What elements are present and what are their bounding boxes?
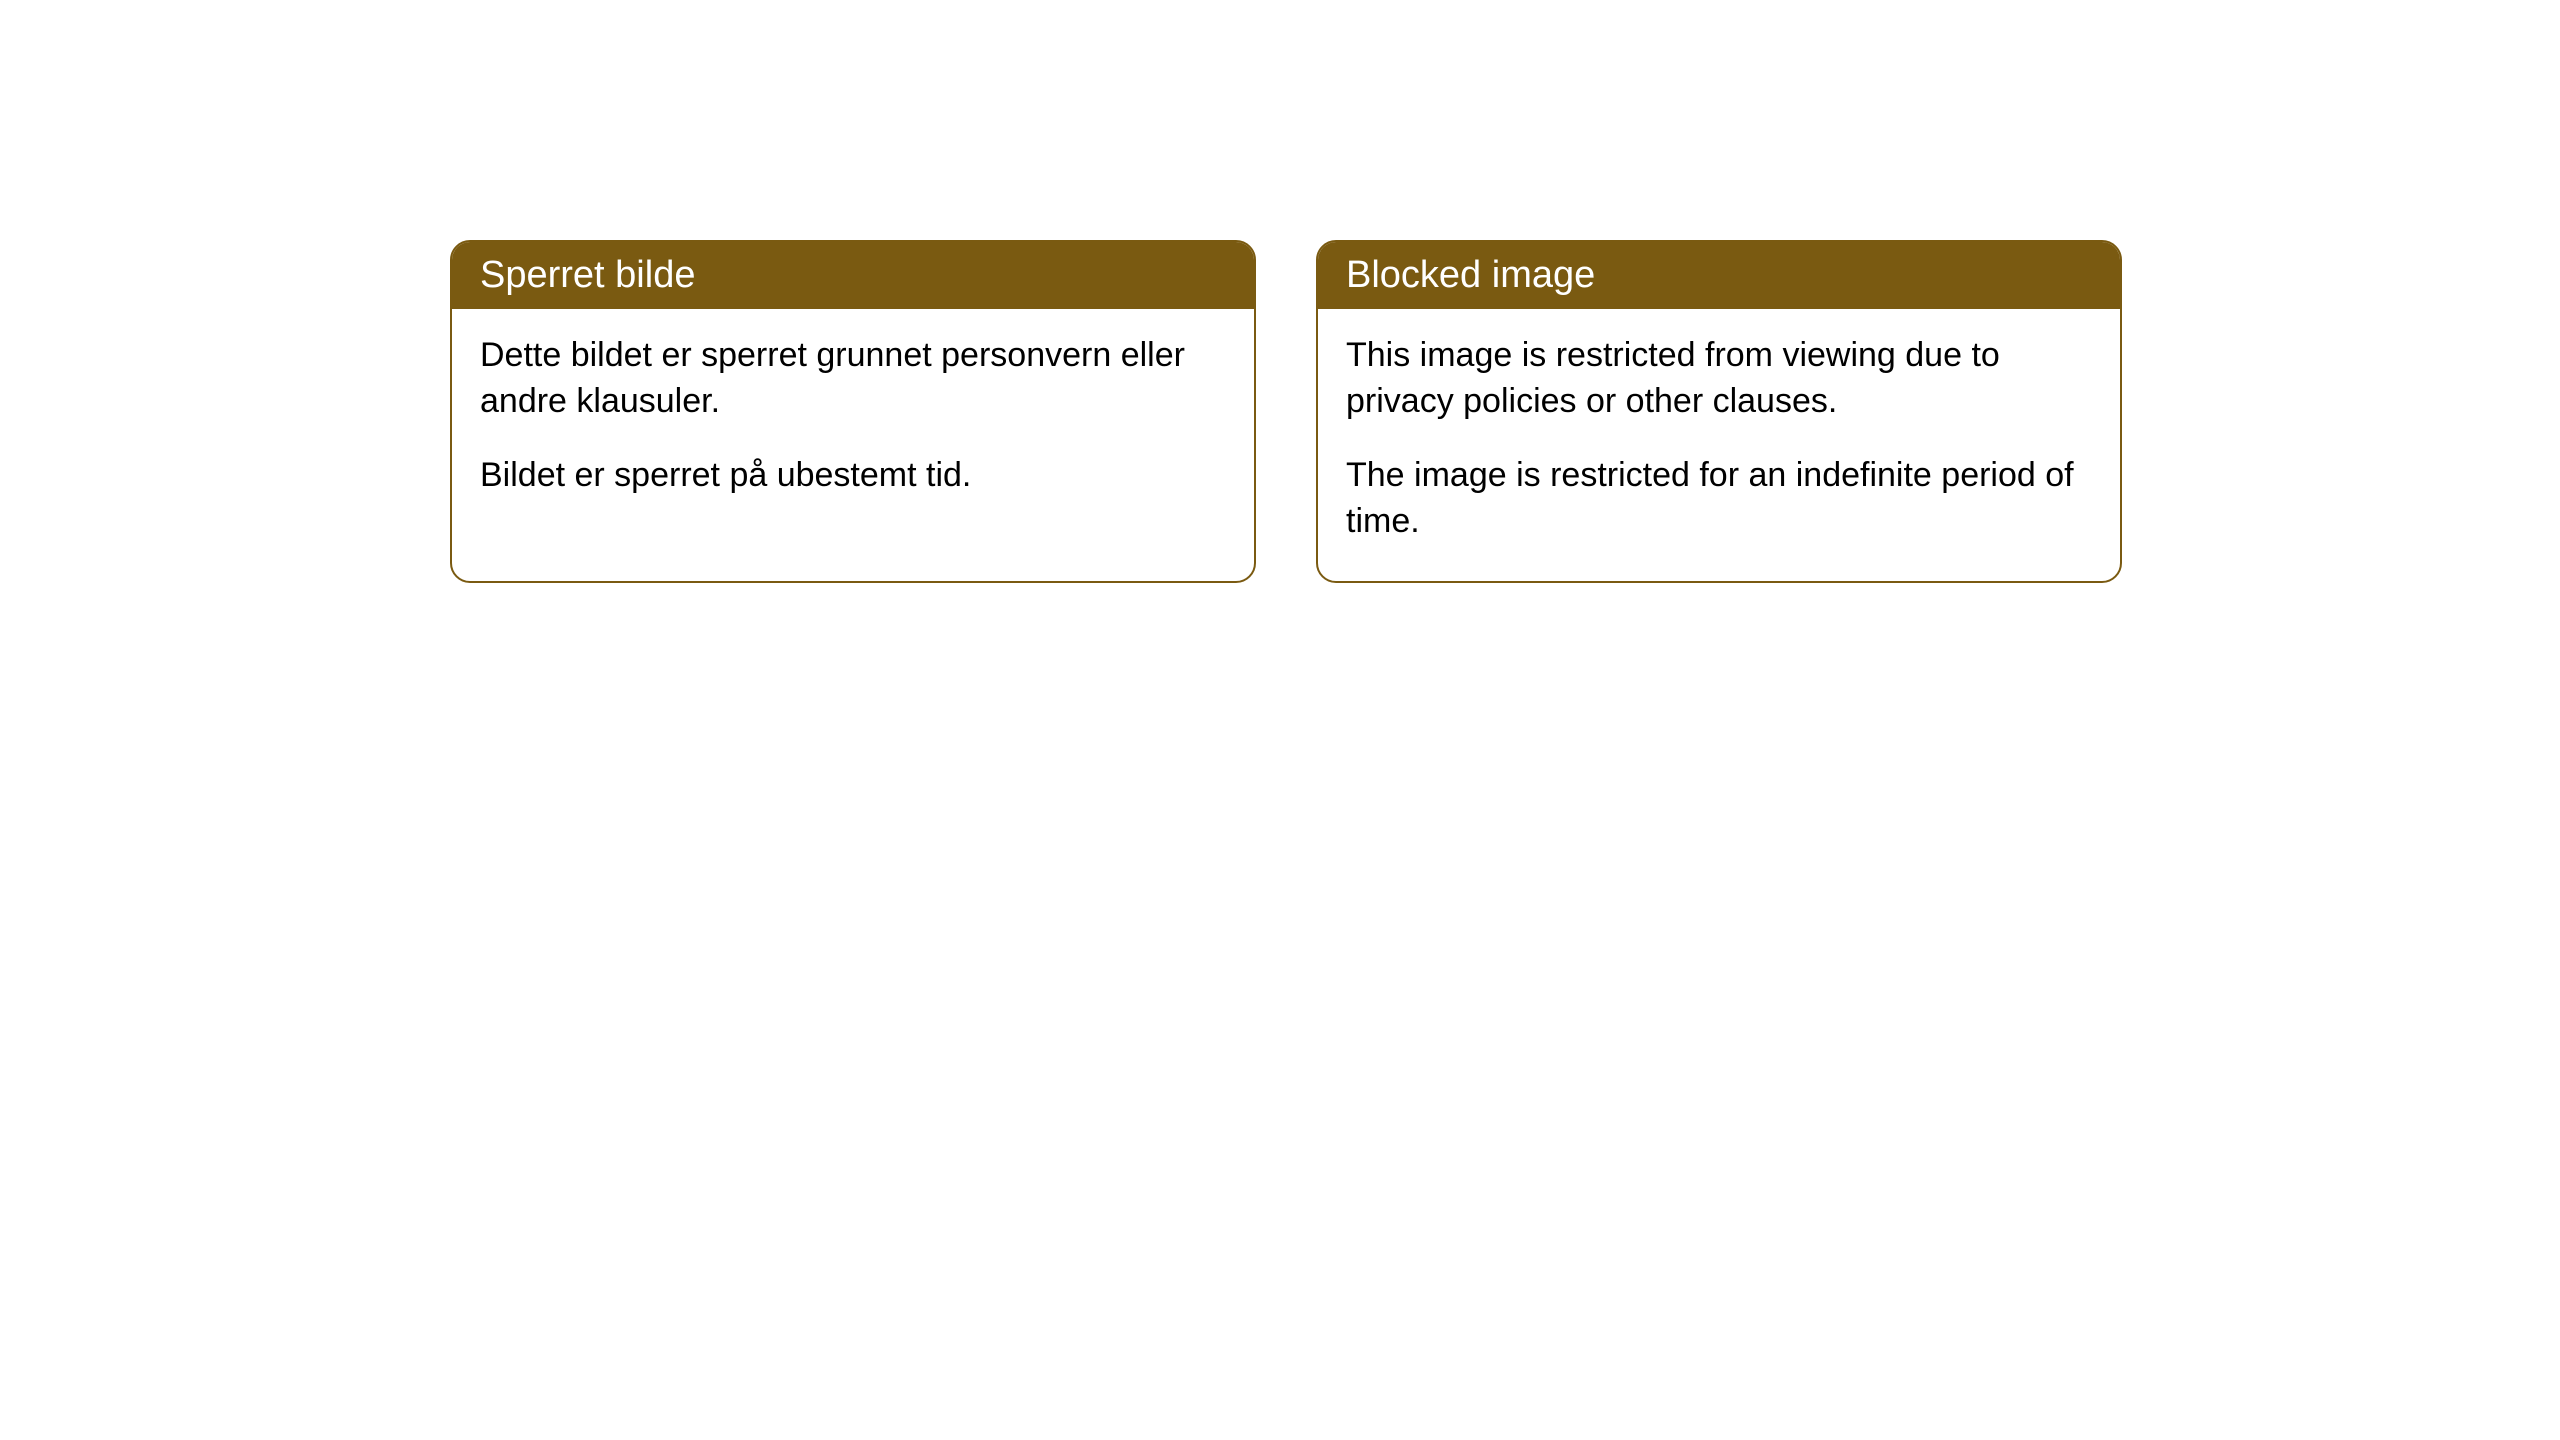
card-header: Sperret bilde xyxy=(452,242,1254,309)
card-paragraph: This image is restricted from viewing du… xyxy=(1346,333,2092,425)
card-body: This image is restricted from viewing du… xyxy=(1318,309,2120,581)
card-paragraph: The image is restricted for an indefinit… xyxy=(1346,453,2092,545)
notice-card-norwegian: Sperret bilde Dette bildet er sperret gr… xyxy=(450,240,1256,583)
notice-card-english: Blocked image This image is restricted f… xyxy=(1316,240,2122,583)
card-paragraph: Bildet er sperret på ubestemt tid. xyxy=(480,453,1226,499)
card-header: Blocked image xyxy=(1318,242,2120,309)
card-paragraph: Dette bildet er sperret grunnet personve… xyxy=(480,333,1226,425)
notice-cards-container: Sperret bilde Dette bildet er sperret gr… xyxy=(450,240,2560,583)
card-body: Dette bildet er sperret grunnet personve… xyxy=(452,309,1254,535)
